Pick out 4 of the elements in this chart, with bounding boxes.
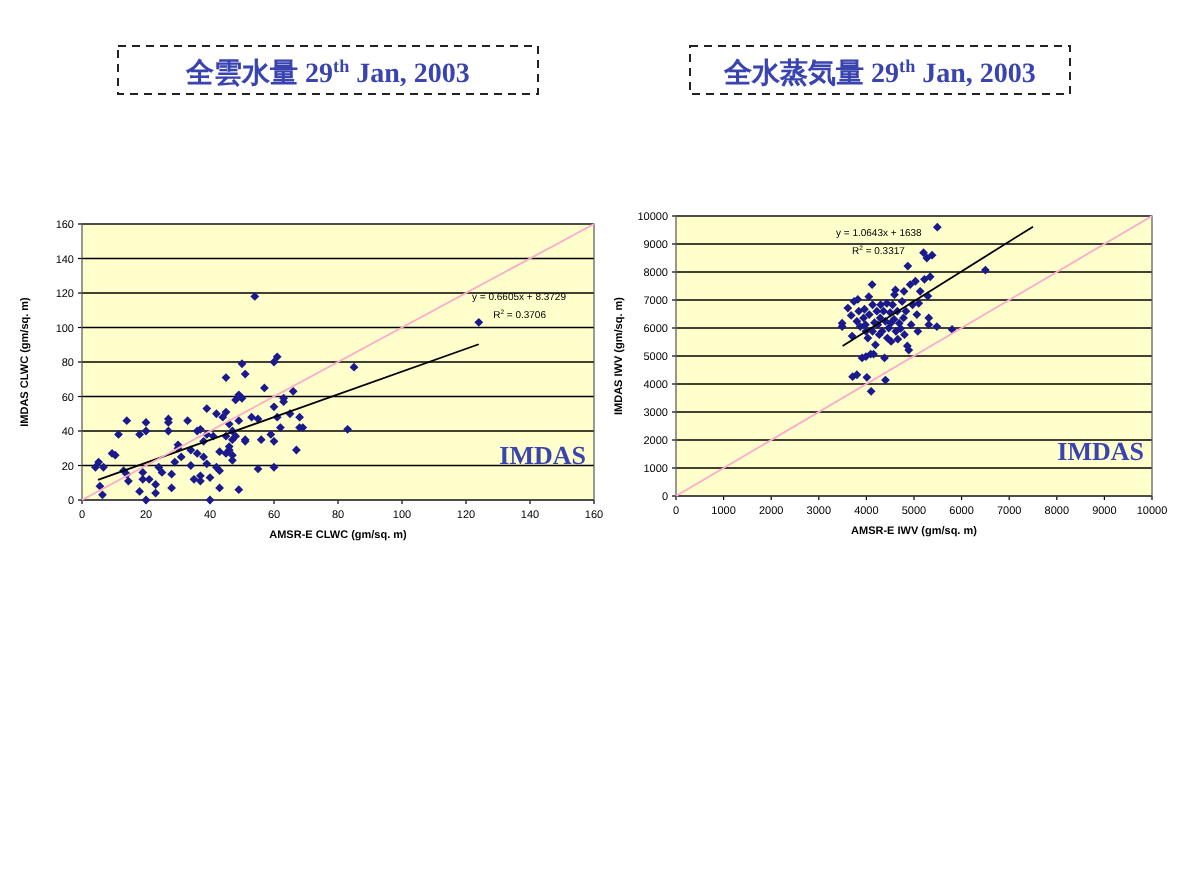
- chart-title: 全雲水量 29$^{th}$ Jan, 2003: [184, 56, 470, 90]
- annotation: IMDAS: [499, 440, 586, 470]
- annotation: IMDAS: [1057, 436, 1144, 466]
- chart-title: 全水蒸気量 29$^{th}$ Jan, 2003: [722, 56, 1036, 90]
